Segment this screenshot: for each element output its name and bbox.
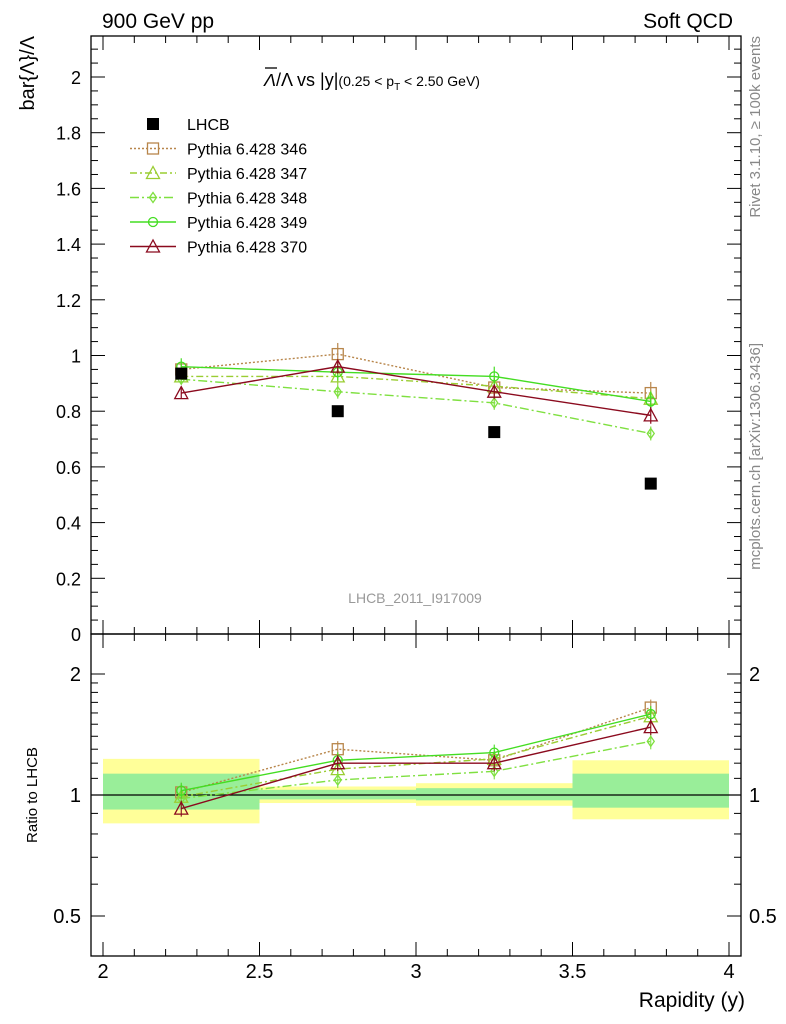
ratio-point-4 [645, 708, 656, 720]
ytick-label: 2 [71, 68, 81, 88]
ytick-label: 1.8 [56, 124, 81, 144]
series-point-5 [173, 385, 189, 400]
series-line-1 [181, 353, 651, 394]
ratio-yticks: 0.5 0.5 1 1 2 2 [53, 664, 777, 928]
ratio-uncertainty-bands [103, 758, 729, 824]
series-line-3 [181, 378, 651, 435]
ratio-ytick-label: 2 [70, 664, 81, 686]
ratio-point-5 [643, 719, 659, 734]
main-title: Λ/Λ vs |y|(0.25 < pT < 2.50 GeV) [263, 70, 480, 93]
main-panel: Λ/Λ vs |y|(0.25 < pT < 2.50 GeV) bar{Λ}/… [17, 35, 742, 645]
series-point-4 [645, 396, 656, 407]
legend-label-4: Pythia 6.428 349 [187, 215, 307, 232]
legend-label-3: Pythia 6.428 348 [187, 191, 307, 208]
ytick-label: 0.8 [56, 402, 81, 422]
ratio-line-2 [181, 715, 651, 798]
ratio-xticks: 2 2.5 3 3.5 4 [97, 36, 735, 983]
title-sub-t: T [394, 82, 400, 93]
band-green [572, 773, 729, 808]
xtick-label: 3 [410, 961, 421, 983]
series-line-5 [181, 365, 651, 417]
ratio-frame [90, 633, 742, 957]
series-point-3 [489, 396, 499, 409]
header-right: Soft QCD [643, 10, 733, 33]
ratio-point-3 [646, 735, 656, 748]
legend-marker-1 [146, 142, 160, 155]
ratio-point-4 [176, 785, 187, 796]
rivet-label: Rivet 3.1.10, ≥ 100k events [747, 36, 764, 218]
ratio-point-5 [173, 800, 189, 815]
legend-label-2: Pythia 6.428 347 [187, 166, 307, 183]
xtick-label: 2 [97, 961, 108, 983]
ratio-line-4 [181, 713, 651, 792]
title-range-a: (0.25 < p [338, 73, 394, 89]
series-point-5 [330, 358, 346, 373]
legend-marker-lhcb [147, 118, 159, 130]
ratio-line-3 [181, 740, 651, 800]
legend-marker-2 [145, 165, 161, 180]
data-point-lhcb [175, 367, 188, 380]
xtick-label: 4 [723, 961, 734, 983]
ytick-label: 1.4 [56, 235, 81, 255]
legend-marker-3 [148, 191, 158, 204]
series-point-3 [646, 427, 656, 440]
title-lambda-bar: Λ [263, 70, 276, 90]
main-series [173, 342, 659, 490]
ratio-point-3 [333, 773, 343, 787]
legend-marker-4 [147, 216, 159, 228]
series-point-5 [486, 383, 502, 398]
ytick-label: 0.6 [56, 458, 81, 478]
series-point-4 [489, 371, 500, 382]
ytick-label: 0 [71, 625, 81, 645]
series-line-4 [181, 365, 651, 403]
ratio-ytick-label: 1 [70, 785, 81, 807]
data-point-lhcb [331, 405, 344, 418]
main-ylabel: bar{Λ}/Λ [17, 35, 39, 110]
series-point-3 [333, 385, 343, 398]
ytick-label: 0.2 [56, 569, 81, 589]
ratio-ytick-label: 0.5 [53, 906, 81, 928]
series-line-2 [181, 375, 651, 400]
legend-label-1: Pythia 6.428 346 [187, 142, 307, 159]
ratio-ytick-label-right: 2 [749, 664, 760, 686]
ratio-series [173, 699, 659, 817]
ytick-label: 1 [71, 347, 81, 367]
band-green [416, 788, 573, 801]
data-point-lhcb [488, 426, 501, 439]
ratio-ytick-label-right: 0.5 [749, 906, 777, 928]
ytick-label: 0.4 [56, 514, 81, 534]
ratio-ytick-label-right: 1 [749, 785, 760, 807]
watermark: LHCB_2011_I917009 [348, 590, 482, 606]
ratio-panel: 0.5 0.5 1 1 2 2 2 2.5 3 3.5 4 Ratio to LHCB Rapid… [24, 36, 777, 1012]
mcplots-label: mcplots.cern.ch [arXiv:1306.3436] [747, 343, 764, 570]
title-range-b: < 2.50 GeV) [400, 73, 480, 89]
series-point-5 [643, 407, 659, 422]
ratio-point-5 [330, 755, 346, 770]
data-point-lhcb [644, 477, 657, 490]
ratio-point-3 [489, 765, 499, 778]
legend: LHCB Pythia 6.428 346 Pythia 6.428 347 Pyth… [130, 117, 307, 257]
main-yticks: 0 0.2 0.4 0.6 0.8 1 1.2 1.4 1.6 1.8 2 [56, 36, 741, 645]
ratio-point-5 [486, 755, 502, 770]
ratio-line-5 [181, 726, 651, 810]
header-left: 900 GeV pp [102, 10, 214, 33]
legend-label-lhcb: LHCB [187, 117, 230, 134]
xlabel: Rapidity (y) [639, 989, 745, 1012]
xtick-label: 3.5 [559, 961, 587, 983]
legend-label-5: Pythia 6.428 370 [187, 240, 307, 257]
legend-marker-5 [145, 238, 161, 253]
ratio-ylabel: Ratio to LHCB [24, 747, 41, 843]
title-mid: /Λ vs |y| [276, 70, 338, 90]
xtick-label: 2.5 [246, 961, 274, 983]
ytick-label: 1.6 [56, 179, 81, 199]
ytick-label: 1.2 [56, 291, 81, 311]
